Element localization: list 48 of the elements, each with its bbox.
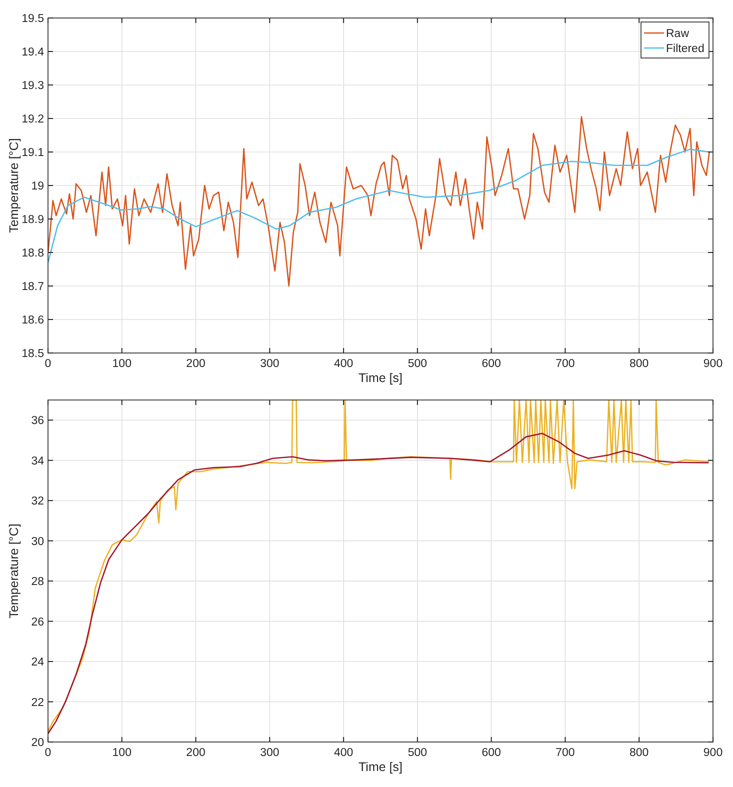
y-tick-label: 19.1 — [22, 147, 44, 159]
y-axis-title: Temperature [°C] — [7, 138, 21, 233]
x-tick-label: 700 — [556, 358, 575, 370]
y-tick-label: 36 — [31, 415, 44, 428]
y-tick-label: 19.4 — [22, 46, 45, 58]
y-tick-label: 18.7 — [22, 281, 44, 293]
x-axis-title: Time [s] — [358, 371, 402, 385]
legend-label: Raw — [666, 28, 690, 40]
y-tick-label: 19.2 — [22, 114, 44, 126]
y-tick-label: 34 — [31, 455, 45, 468]
y-tick-label: 22 — [31, 696, 44, 709]
y-tick-label: 18.9 — [22, 214, 44, 226]
x-tick-label: 600 — [482, 747, 501, 759]
y-tick-label: 19 — [31, 180, 44, 192]
y-tick-label: 30 — [31, 536, 44, 548]
x-tick-label: 100 — [112, 747, 132, 759]
line-series — [48, 116, 710, 287]
y-tick-label: 18.5 — [22, 348, 44, 360]
x-tick-label: 100 — [112, 358, 132, 370]
x-tick-label: 900 — [703, 358, 723, 370]
x-tick-label: 0 — [44, 747, 52, 759]
x-tick-label: 300 — [260, 358, 280, 370]
line-series — [48, 148, 710, 264]
y-tick-label: 19.3 — [22, 80, 44, 92]
x-tick-label: 700 — [556, 747, 575, 759]
y-tick-label: 28 — [31, 576, 44, 588]
y-tick-label: 24 — [31, 656, 45, 669]
x-tick-label: 200 — [186, 747, 206, 759]
y-tick-label: 26 — [31, 616, 44, 628]
y-tick-label: 19.5 — [22, 13, 44, 25]
y-tick-label: 18.6 — [22, 314, 44, 326]
y-tick-label: 20 — [31, 737, 44, 749]
x-tick-label: 500 — [408, 358, 428, 370]
legend-label: Filtered — [666, 43, 704, 55]
x-tick-label: 800 — [630, 358, 649, 370]
x-tick-label: 800 — [630, 747, 649, 759]
x-tick-label: 400 — [334, 747, 354, 759]
x-axis-title: Time [s] — [358, 760, 402, 774]
y-tick-label: 32 — [31, 496, 44, 508]
x-tick-label: 300 — [260, 747, 280, 759]
x-tick-label: 500 — [408, 747, 428, 759]
x-tick-label: 0 — [44, 358, 52, 370]
x-tick-label: 600 — [482, 358, 501, 370]
x-tick-label: 400 — [334, 358, 354, 370]
y-tick-label: 18.8 — [22, 248, 44, 260]
x-tick-label: 900 — [703, 747, 723, 759]
x-tick-label: 200 — [186, 358, 206, 370]
y-axis-title: Temperature [°C] — [7, 524, 21, 618]
